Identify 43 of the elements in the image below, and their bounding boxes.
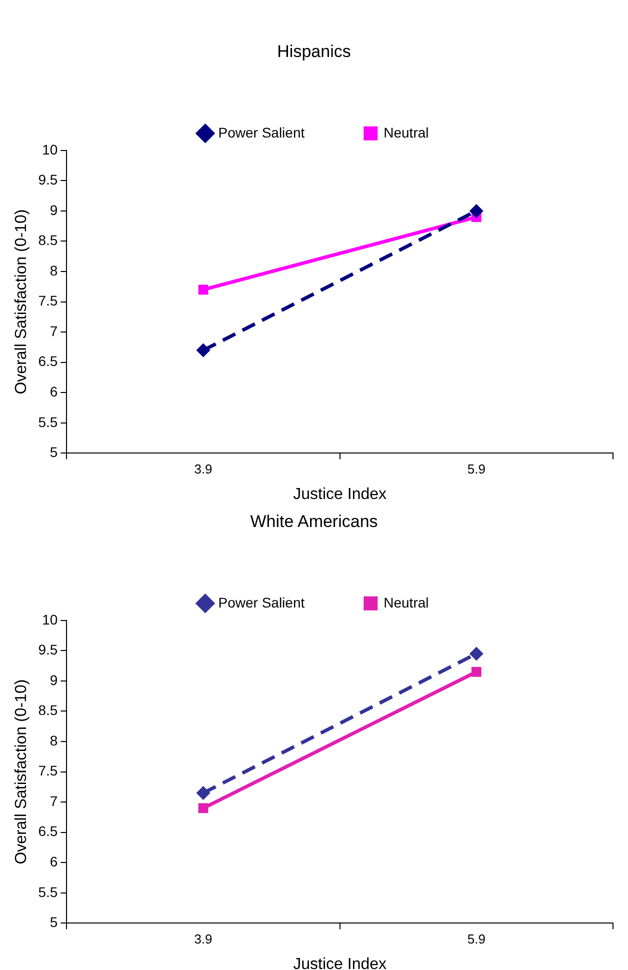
point xyxy=(469,646,484,661)
y-tick-label: 8.5 xyxy=(38,702,58,718)
x-tick-label: 5.9 xyxy=(467,932,486,947)
y-tick-label: 9.5 xyxy=(38,172,58,188)
point xyxy=(469,204,484,218)
y-tick-label: 5 xyxy=(50,444,58,460)
y-tick-label: 6.5 xyxy=(38,823,58,840)
y-tick-label: 6.5 xyxy=(38,353,58,370)
y-tick-label: 5.5 xyxy=(38,414,58,430)
legend-label: Power Salient xyxy=(218,124,305,140)
x-tick-label: 5.9 xyxy=(467,462,486,477)
y-tick-label: 5 xyxy=(50,914,58,930)
point xyxy=(196,786,210,800)
y-tick-label: 8 xyxy=(50,262,58,278)
point xyxy=(471,666,482,677)
y-tick-label: 7.5 xyxy=(38,762,58,779)
y-tick-label: 10 xyxy=(42,611,58,628)
y-axis-title: Overall Satisfaction (0-10) xyxy=(13,679,30,864)
x-tick-label: 3.9 xyxy=(194,462,212,477)
y-tick-label: 9 xyxy=(50,672,58,688)
legend-label: Power Salient xyxy=(218,594,305,610)
chart-title: White Americans xyxy=(250,512,378,531)
y-tick-label: 9.5 xyxy=(38,642,58,658)
legend-label: Neutral xyxy=(384,594,429,610)
x-tick-label: 3.9 xyxy=(194,932,212,947)
point xyxy=(196,343,210,358)
point xyxy=(198,284,208,295)
y-tick-label: 7 xyxy=(50,322,58,339)
x-axis-title: Justice Index xyxy=(293,956,387,970)
chart-title: Hispanics xyxy=(277,42,351,61)
y-tick-label: 8.5 xyxy=(38,232,58,248)
y-tick-label: 6 xyxy=(50,384,58,400)
y-tick-label: 8 xyxy=(50,732,58,748)
y-axis-title: Overall Satisfaction (0-10) xyxy=(13,209,30,394)
y-tick-label: 7.5 xyxy=(38,292,58,309)
y-tick-label: 5.5 xyxy=(38,884,58,900)
y-tick-label: 6 xyxy=(50,854,58,870)
y-tick-label: 7 xyxy=(50,792,58,809)
legend-label: Neutral xyxy=(384,124,429,140)
x-axis-title: Justice Index xyxy=(293,486,387,503)
point xyxy=(198,803,208,814)
y-tick-label: 10 xyxy=(42,141,58,158)
y-tick-label: 9 xyxy=(50,202,58,218)
